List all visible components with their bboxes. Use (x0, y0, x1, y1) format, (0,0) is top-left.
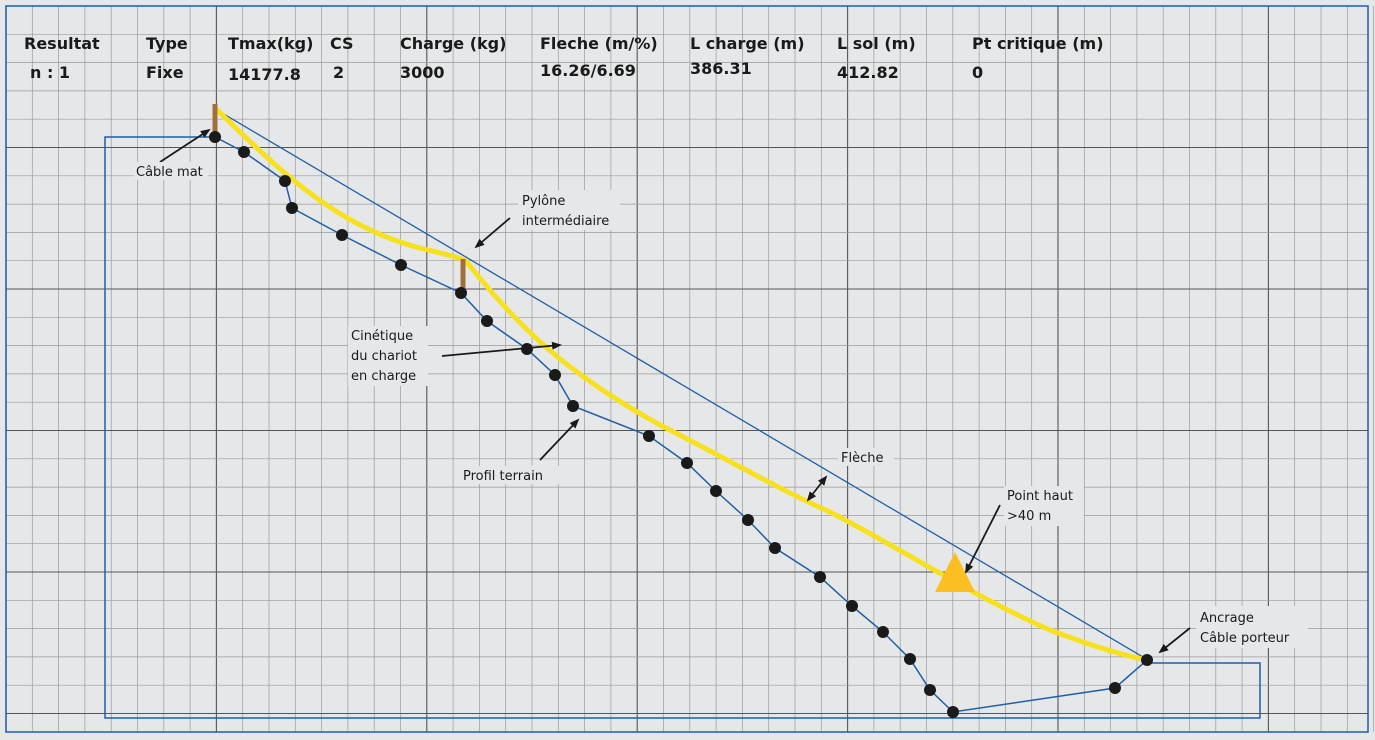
header-label-charge: Charge (kg) (400, 34, 506, 53)
header-label-type: Type (146, 34, 188, 53)
label-point-haut-line1: Point haut (1007, 489, 1073, 504)
header-label-fleche: Fleche (m/%) (540, 34, 658, 53)
terrain-node (846, 600, 858, 612)
header-value-charge: 3000 (400, 63, 445, 82)
terrain-node (567, 400, 579, 412)
header-value-cs: 2 (333, 63, 344, 82)
label-cinetique-line2: du chariot (351, 349, 417, 364)
terrain-nodes (209, 131, 1153, 718)
load-curve (214, 107, 1151, 663)
label-bg-cinetique (348, 326, 428, 386)
label-cinetique-line3: en charge (351, 369, 416, 384)
terrain-node (924, 684, 936, 696)
label-profil-terrain: Profil terrain (463, 469, 543, 484)
arrow-profil-terrain (539, 418, 580, 461)
header-label-tmax: Tmax(kg) (228, 34, 313, 53)
terrain-node (681, 457, 693, 469)
header-value-fleche: 16.26/6.69 (540, 61, 636, 80)
label-bg-ancrage (1196, 606, 1308, 648)
header-value-l-sol: 412.82 (837, 63, 899, 82)
terrain-profile-line (214, 136, 1148, 713)
terrain-node (455, 287, 467, 299)
terrain-node (286, 202, 298, 214)
header-label-resultat: Resultat (24, 34, 100, 53)
terrain-node (279, 175, 291, 187)
arrow-cinetique (441, 341, 562, 357)
label-bg-point-haut (1004, 486, 1084, 526)
header-value-pt-critique: 0 (972, 63, 983, 82)
header-label-l-charge: L charge (m) (690, 34, 805, 53)
point-haut-marker (935, 552, 975, 592)
terrain-node (521, 343, 533, 355)
label-ancrage-line1: Ancrage (1200, 611, 1254, 626)
arrow-pylone (474, 217, 511, 249)
arrow-fleche (806, 475, 828, 502)
terrain-node (481, 315, 493, 327)
terrain-node (336, 229, 348, 241)
terrain-node (710, 485, 722, 497)
label-cinetique-line1: Cinétique (351, 329, 413, 344)
label-cable-mat: Câble mat (136, 165, 203, 180)
label-point-haut-line2: >40 m (1007, 509, 1051, 524)
label-bg-fleche (838, 448, 894, 466)
boundary-outline (104, 136, 1261, 719)
terrain-node (549, 369, 561, 381)
arrow-cable-mat (159, 128, 211, 163)
diagram-frame (5, 5, 1369, 733)
label-bg-profil-terrain (460, 466, 562, 484)
header-label-pt-critique: Pt critique (m) (972, 34, 1104, 53)
label-bg-cable-mat (134, 162, 208, 180)
terrain-node (395, 259, 407, 271)
terrain-node (814, 571, 826, 583)
arrow-point-haut (965, 504, 1001, 574)
header-label-l-sol: L sol (m) (837, 34, 916, 53)
terrain-node (947, 706, 959, 718)
label-bg-pylone (518, 190, 620, 230)
label-fleche: Flèche (841, 451, 883, 466)
terrain-node (742, 514, 754, 526)
terrain-node (209, 131, 221, 143)
terrain-node (1141, 654, 1153, 666)
arrow-ancrage (1158, 627, 1191, 654)
header-value-resultat: n : 1 (30, 63, 70, 82)
terrain-node (238, 146, 250, 158)
label-pylone-line2: intermédiaire (522, 214, 609, 229)
header-value-type: Fixe (146, 63, 184, 82)
results-header: Resultat n : 1 Type Fixe Tmax(kg) 14177.… (24, 34, 1104, 84)
terrain-node (1109, 682, 1121, 694)
header-label-cs: CS (330, 34, 354, 53)
terrain-node (877, 626, 889, 638)
label-pylone-line1: Pylône (522, 194, 565, 209)
label-ancrage-line2: Câble porteur (1200, 631, 1290, 646)
terrain-node (769, 542, 781, 554)
terrain-node (904, 653, 916, 665)
header-value-tmax: 14177.8 (228, 65, 301, 84)
cable-chord (216, 109, 1149, 661)
header-value-l-charge: 386.31 (690, 59, 752, 78)
annotations: Câble mat Pylône intermédiaire Cinétique… (134, 162, 1308, 648)
terrain-node (643, 430, 655, 442)
